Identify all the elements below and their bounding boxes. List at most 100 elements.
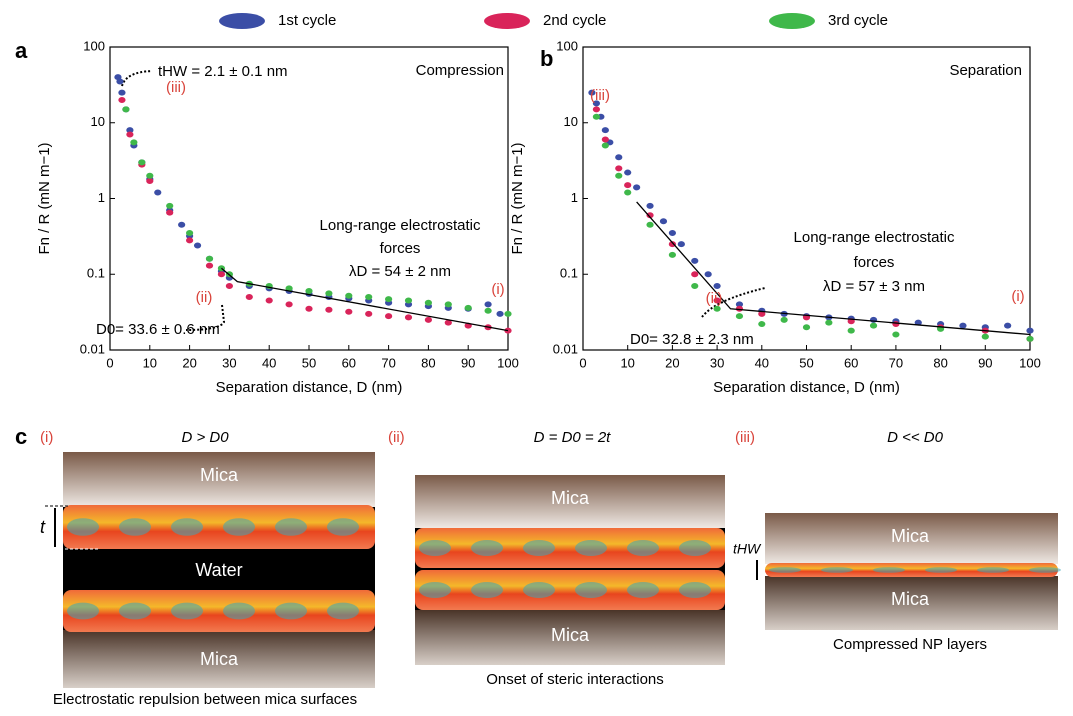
mica — [765, 576, 1058, 630]
point — [205, 255, 214, 262]
point — [615, 154, 623, 161]
point — [325, 306, 333, 313]
np-core — [223, 518, 255, 536]
point — [484, 307, 492, 314]
panel-label: a — [15, 38, 28, 63]
y-tick-label: 0.1 — [87, 266, 105, 281]
point — [186, 237, 194, 244]
point — [484, 301, 492, 308]
x-tick-label: 100 — [497, 355, 519, 370]
x-tick-label: 80 — [933, 355, 947, 370]
x-tick-label: 0 — [106, 355, 113, 370]
panel-label: c — [15, 424, 27, 449]
x-tick-label: 10 — [620, 355, 634, 370]
x-tick-label: 40 — [755, 355, 769, 370]
point — [691, 282, 699, 289]
point — [496, 310, 504, 317]
np-core — [523, 582, 555, 598]
point — [404, 314, 413, 321]
point — [601, 136, 609, 143]
np-core — [119, 602, 151, 620]
np-layer — [63, 590, 375, 632]
y-tick-label: 0.1 — [560, 266, 578, 281]
annotation: (i) — [1011, 288, 1024, 305]
point — [892, 321, 900, 328]
caption: Onset of steric interactions — [486, 671, 664, 688]
point — [205, 262, 214, 269]
annotation: λD = 54 ± 2 nm — [349, 263, 451, 280]
point — [404, 297, 413, 304]
np-core — [627, 540, 659, 556]
y-tick-label: 0.01 — [80, 341, 105, 356]
np-core — [821, 567, 853, 573]
point — [646, 202, 654, 209]
np-core — [471, 540, 503, 556]
point — [385, 296, 393, 303]
mica — [415, 475, 725, 528]
x-tick-label: 60 — [342, 355, 356, 370]
point — [758, 310, 766, 317]
plot-frame — [582, 46, 1031, 351]
point — [869, 322, 878, 329]
annotation: Separation — [949, 62, 1022, 79]
annotation: (ii) — [706, 290, 723, 307]
annotation: λD = 57 ± 3 nm — [823, 278, 925, 295]
thickness-label: t — [40, 517, 46, 537]
point — [225, 282, 233, 289]
point — [691, 257, 699, 264]
x-tick-label: 40 — [262, 355, 276, 370]
point — [166, 209, 174, 216]
point — [646, 212, 654, 219]
leader — [701, 287, 766, 318]
annotation: Long-range electrostatic — [320, 217, 481, 234]
point — [959, 322, 967, 329]
point — [285, 301, 293, 308]
mica-label: Mica — [200, 465, 239, 485]
point — [154, 189, 162, 196]
x-tick-label: 10 — [143, 355, 157, 370]
point — [1004, 322, 1012, 329]
np-layer — [415, 528, 725, 568]
point — [633, 184, 641, 191]
np-core — [575, 582, 607, 598]
legend-label: 3rd cycle — [828, 12, 888, 29]
point — [118, 89, 126, 96]
np-core — [1029, 567, 1061, 573]
x-tick-label: 20 — [182, 355, 196, 370]
point — [914, 319, 922, 326]
point — [345, 308, 353, 315]
point — [178, 221, 186, 228]
np-core — [223, 602, 255, 620]
water-label: Water — [195, 560, 242, 580]
panel-label: b — [540, 46, 553, 71]
x-tick-label: 90 — [978, 355, 992, 370]
y-tick-label: 100 — [556, 38, 578, 53]
np-core — [679, 540, 711, 556]
point — [166, 202, 174, 209]
y-tick-label: 1 — [98, 190, 105, 205]
point — [601, 142, 609, 149]
point — [126, 131, 134, 138]
point — [624, 182, 632, 189]
mica-label: Mica — [551, 488, 590, 508]
np-core — [119, 518, 151, 536]
numeral: (iii) — [735, 429, 755, 446]
np-core — [327, 602, 359, 620]
np-core — [925, 567, 957, 573]
annotation: Compression — [416, 62, 504, 79]
mica — [765, 513, 1058, 564]
point — [193, 242, 202, 249]
point — [758, 321, 766, 328]
leader — [185, 304, 226, 331]
np-layer — [63, 505, 375, 549]
point — [780, 316, 788, 323]
y-axis-label: Fn / R (mN m−1) — [36, 142, 53, 254]
x-tick-label: 80 — [421, 355, 435, 370]
point — [138, 159, 146, 166]
np-core — [627, 582, 659, 598]
point — [464, 304, 472, 311]
point — [122, 106, 130, 113]
mica-label: Mica — [891, 589, 930, 609]
x-tick-label: 100 — [1019, 355, 1041, 370]
